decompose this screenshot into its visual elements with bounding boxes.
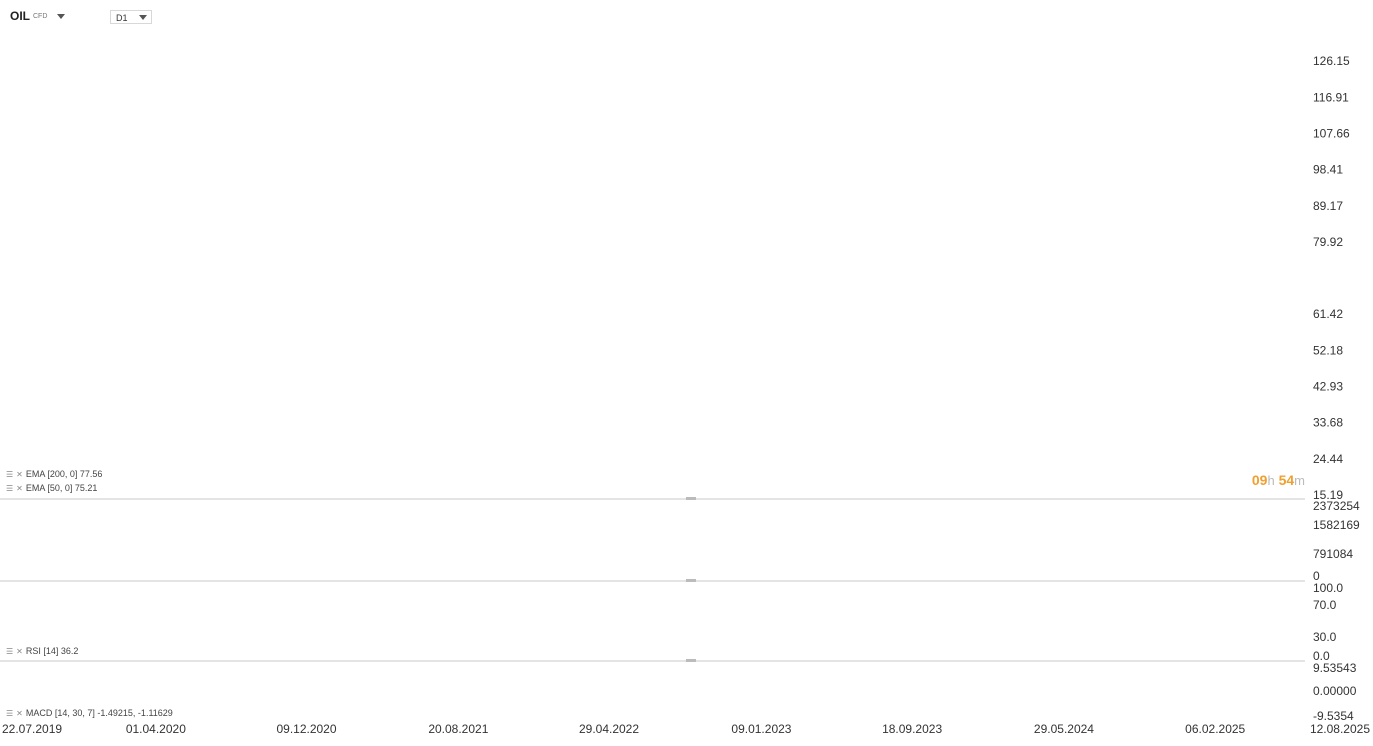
volume-axis-tick: 1582169 <box>1313 518 1360 532</box>
price-axis-tick: 61.42 <box>1313 307 1343 321</box>
time-axis-tick: 22.07.2019 <box>2 722 62 736</box>
timeframe-select[interactable]: D1 <box>110 10 152 24</box>
rsi-legend-text: RSI [14] 36.2 <box>25 646 79 656</box>
price-axis-tick: 79.92 <box>1313 235 1343 249</box>
countdown-hours: 09 <box>1251 472 1268 488</box>
resize-handle-icon <box>686 659 696 662</box>
close-icon[interactable]: ✕ <box>16 708 23 718</box>
time-axis-tick: 01.04.2020 <box>126 722 186 736</box>
rsi-axis-tick: 0.0 <box>1313 649 1330 663</box>
time-axis-tick: 09.12.2020 <box>276 722 336 736</box>
countdown-hours-unit: h <box>1267 473 1275 488</box>
candle-countdown: 09h 54m <box>1252 472 1305 488</box>
resize-handle-icon <box>686 497 696 500</box>
price-axis-tick: 42.93 <box>1313 380 1343 394</box>
symbol-name: OIL <box>10 9 30 23</box>
price-axis-tick: 98.41 <box>1313 163 1343 177</box>
countdown-minutes: 54 <box>1278 472 1295 488</box>
time-axis-tick: 29.05.2024 <box>1034 722 1094 736</box>
macd-legend[interactable]: ☰ ✕ MACD [14, 30, 7] -1.49215, -1.11629 <box>6 708 173 718</box>
chevron-down-icon[interactable] <box>57 13 66 19</box>
close-icon[interactable]: ✕ <box>16 483 23 493</box>
time-axis-tick: 12.08.2025 <box>1310 722 1370 736</box>
ema200-legend-text: EMA [200, 0] 77.56 <box>25 469 103 479</box>
resize-handle-icon <box>686 579 696 582</box>
price-axis-tick: 126.15 <box>1313 54 1350 68</box>
menu-icon[interactable]: ☰ <box>6 646 14 656</box>
time-axis-tick: 20.08.2021 <box>428 722 488 736</box>
price-axis-tick: 116.91 <box>1313 90 1349 104</box>
macd-legend-text: MACD [14, 30, 7] -1.49215, -1.11629 <box>25 708 173 718</box>
price-axis-tick: 89.17 <box>1313 199 1343 213</box>
volume-axis-tick: 0 <box>1313 569 1320 583</box>
macd-axis-tick: 9.53543 <box>1313 661 1357 675</box>
symbol-selector[interactable]: OIL CFD <box>10 9 66 23</box>
macd-axis-tick: 0.00000 <box>1313 684 1357 698</box>
ema50-legend[interactable]: ☰ ✕ EMA [50, 0] 75.21 <box>6 483 97 493</box>
time-axis-tick: 06.02.2025 <box>1185 722 1245 736</box>
ema50-legend-text: EMA [50, 0] 75.21 <box>25 483 98 493</box>
ema200-legend[interactable]: ☰ ✕ EMA [200, 0] 77.56 <box>6 469 102 479</box>
price-axis-tick: 15.19 <box>1313 488 1343 502</box>
menu-icon[interactable]: ☰ <box>6 483 14 493</box>
volume-axis-tick: 2373254 <box>1313 499 1360 513</box>
time-axis-tick: 18.09.2023 <box>882 722 942 736</box>
time-axis-tick: 29.04.2022 <box>579 722 639 736</box>
menu-icon[interactable]: ☰ <box>6 708 14 718</box>
rsi-axis-tick: 100.0 <box>1313 581 1343 595</box>
countdown-minutes-unit: m <box>1294 473 1305 488</box>
time-axis-tick: 09.01.2023 <box>731 722 791 736</box>
close-icon[interactable]: ✕ <box>16 646 23 656</box>
price-axis-tick: 24.44 <box>1313 452 1343 466</box>
price-axis-tick: 52.18 <box>1313 343 1343 357</box>
volume-axis-tick: 791084 <box>1313 547 1353 561</box>
macd-axis-tick: -9.5354 <box>1313 709 1354 723</box>
menu-icon[interactable]: ☰ <box>6 469 14 479</box>
price-axis-tick: 107.66 <box>1313 126 1350 140</box>
chevron-down-icon[interactable] <box>139 15 147 20</box>
instrument-type: CFD <box>33 12 48 20</box>
price-axis-tick: 33.68 <box>1313 416 1343 430</box>
rsi-axis-tick: 70.0 <box>1313 598 1337 612</box>
rsi-legend[interactable]: ☰ ✕ RSI [14] 36.2 <box>6 646 78 656</box>
timeframe-value: D1 <box>116 13 128 23</box>
close-icon[interactable]: ✕ <box>16 469 23 479</box>
rsi-axis-tick: 30.0 <box>1313 630 1337 644</box>
